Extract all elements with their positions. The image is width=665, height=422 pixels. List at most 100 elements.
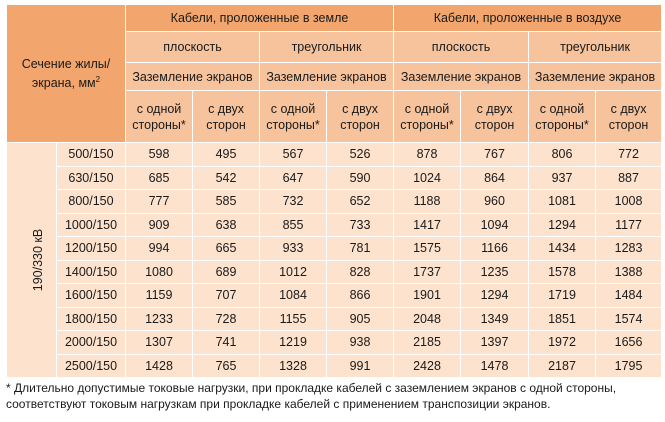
value-cell: 590 [326,165,395,190]
one-side-header: с одной стороны* [528,90,597,143]
value-cell: 960 [460,189,530,214]
value-cell: 732 [259,189,328,214]
value-cell: 1024 [393,165,462,190]
value-cell: 1188 [393,189,462,214]
value-cell: 1080 [125,259,194,284]
value-cell: 2185 [393,330,462,355]
value-cell: 728 [192,306,261,331]
section-cell: 800/150 [55,189,127,214]
two-sides-header: с двух сторон [326,90,395,143]
section-cell: 1600/150 [55,283,127,308]
value-cell: 1012 [259,259,328,284]
value-cell: 1307 [125,330,194,355]
value-cell: 1578 [528,259,597,284]
air-flat-grounding-header: Заземление экранов [393,62,530,91]
value-cell: 772 [595,142,663,167]
value-cell: 991 [326,353,395,378]
air-flat-header: плоскость [393,31,530,63]
value-cell: 1417 [393,212,462,237]
value-cell: 1008 [595,189,663,214]
value-cell: 777 [125,189,194,214]
section-header-sup: 2 [95,74,101,84]
value-cell: 1972 [528,330,597,355]
value-cell: 1166 [460,236,530,261]
value-cell: 1177 [595,212,663,237]
value-cell: 542 [192,165,261,190]
value-cell: 855 [259,212,328,237]
table-row: 1600/150 1159 707 1084 866 1901 1294 1719 1484 [7,283,663,308]
value-cell: 1484 [595,283,663,308]
value-cell: 767 [460,142,530,167]
voltage-label: 190/330 кВ [31,228,46,292]
value-cell: 1719 [528,283,597,308]
value-cell: 887 [595,165,663,190]
table-row: 2500/150 1428 765 1328 991 2428 1478 2187 1795 [7,353,663,378]
value-cell: 1084 [259,283,328,308]
section-header: Сечение жилы/экрана, мм2 [5,4,127,143]
value-cell: 685 [125,165,194,190]
value-cell: 1434 [528,236,597,261]
table-row: 190/330 кВ 500/150 598 495 567 526 878 767 806 77… [6,142,663,378]
two-sides-header: с двух сторон [192,90,261,143]
section-cell: 1800/150 [55,306,127,331]
value-cell: 1328 [259,353,328,378]
value-cell: 806 [528,142,597,167]
table-row: 1200/150 994 665 933 781 1575 1166 1434 1283 [7,236,663,261]
value-cell: 1294 [460,283,530,308]
value-cell: 1901 [393,283,462,308]
value-cell: 598 [125,142,194,167]
value-cell: 1294 [528,212,597,237]
value-cell: 1283 [595,236,663,261]
table-row: 1400/150 1080 689 1012 828 1737 1235 1578 1388 [7,259,663,284]
table-row: 1800/150 1233 728 1155 905 2048 1349 1851 1574 [7,306,663,331]
section-cell: 1400/150 [55,259,127,284]
two-sides-header: с двух сторон [595,90,663,143]
value-cell: 495 [192,142,261,167]
ground-triangle-grounding-header: Заземление экранов [259,62,395,91]
value-cell: 665 [192,236,261,261]
value-cell: 741 [192,330,261,355]
section-cell: 1200/150 [55,236,127,261]
value-cell: 878 [393,142,462,167]
value-cell: 1851 [528,306,597,331]
value-cell: 828 [326,259,395,284]
ground-triangle-header: треугольник [259,31,395,63]
one-side-header: с одной стороны* [125,90,194,143]
value-cell: 909 [125,212,194,237]
value-cell: 1574 [595,306,663,331]
ground-flat-grounding-header: Заземление экранов [125,62,261,91]
value-cell: 638 [192,212,261,237]
value-cell: 1233 [125,306,194,331]
value-cell: 733 [326,212,395,237]
value-cell: 647 [259,165,328,190]
value-cell: 1478 [460,353,530,378]
one-side-header: с одной стороны* [259,90,328,143]
ground-group-header: Кабели, проложенные в земле [125,4,395,32]
value-cell: 1094 [460,212,530,237]
section-cell: 630/150 [55,165,127,190]
value-cell: 937 [528,165,597,190]
table-row: 630/150 685 542 647 590 1024 864 937 887 [7,165,663,190]
value-cell: 2187 [528,353,597,378]
value-cell: 689 [192,259,261,284]
section-cell: 2000/150 [55,330,127,355]
value-cell: 933 [259,236,328,261]
value-cell: 1159 [125,283,194,308]
table-row: 2000/150 1307 741 1219 938 2185 1397 1972 1656 [7,330,663,355]
value-cell: 905 [326,306,395,331]
value-cell: 864 [460,165,530,190]
value-cell: 1081 [528,189,597,214]
value-cell: 1397 [460,330,530,355]
value-cell: 1388 [595,259,663,284]
section-cell: 2500/150 [55,353,127,378]
voltage-label-cell: 190/330 кВ [6,142,57,378]
current-table-container: Сечение жилы/экрана, мм2 Кабели, проложе… [5,4,663,378]
table-body: 190/330 кВ 500/150 598 495 567 526 878 767 806 77… [6,142,663,378]
section-cell: 500/150 [55,142,127,167]
value-cell: 1795 [595,353,663,378]
two-sides-header: с двух сторон [460,90,530,143]
table-row: 800/150 777 585 732 652 1188 960 1081 1008 [7,189,663,214]
one-side-header: с одной стороны* [393,90,462,143]
value-cell: 765 [192,353,261,378]
value-cell: 2048 [393,306,462,331]
